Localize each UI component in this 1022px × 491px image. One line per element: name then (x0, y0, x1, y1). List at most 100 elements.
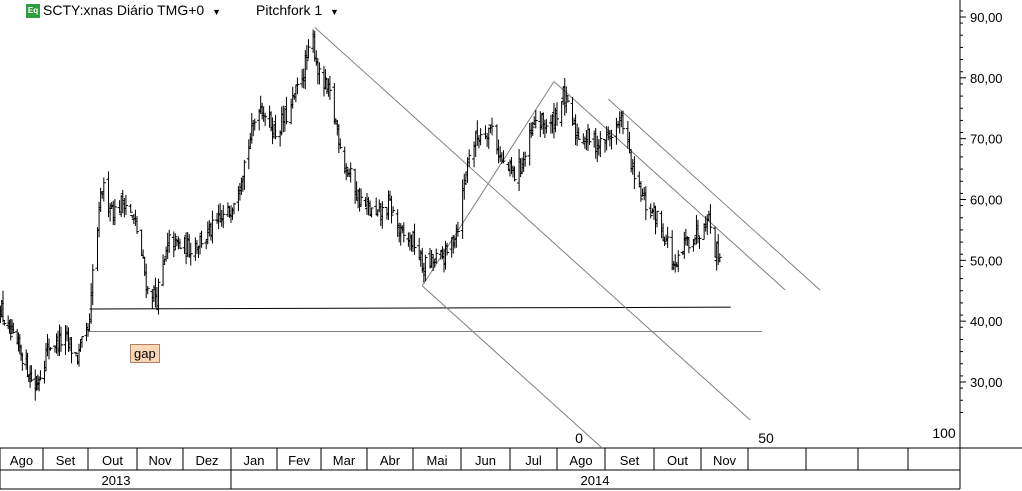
ohlc-bar (523, 151, 528, 167)
ohlc-bar (648, 203, 653, 219)
ohlc-bar (327, 75, 332, 100)
ohlc-bar (643, 186, 648, 221)
pitchfork-outer-line (607, 98, 821, 291)
ohlc-bar (389, 195, 394, 224)
ohlc-bar (252, 118, 257, 131)
x-month-label: Ago (10, 453, 33, 468)
ohlc-bar (565, 95, 570, 103)
ohlc-bar (391, 206, 396, 214)
ohlc-bar (609, 129, 614, 150)
ohlc-bar (225, 202, 230, 218)
ohlc-bar (620, 110, 625, 135)
symbol-title[interactable]: SCTY:xnas Diário TMG+0 ▼ (43, 2, 221, 18)
x-month-label: Jan (244, 453, 265, 468)
ohlc-bar (544, 119, 549, 134)
ohlc-bar (708, 204, 713, 234)
ohlc-bar (145, 286, 150, 295)
x-month-label: Ago (569, 453, 592, 468)
ohlc-bar (112, 199, 117, 226)
ohlc-bar (11, 322, 16, 334)
x-month-label: Abr (380, 453, 401, 468)
ohlc-bar (530, 121, 535, 136)
ohlc-bar (59, 326, 63, 352)
x-month-label: Nov (713, 453, 737, 468)
x-month-label: Out (102, 453, 123, 468)
ohlc-bar (221, 204, 226, 229)
x-month-label: Out (667, 453, 688, 468)
x-month-label: Jul (525, 453, 542, 468)
ohlc-bar (429, 249, 434, 268)
ohlc-bar (380, 201, 385, 229)
ohlc-bar (20, 352, 25, 371)
ohlc-bar (263, 112, 268, 127)
ohlc-bar (632, 156, 637, 189)
ohlc-bar (412, 223, 417, 255)
fork-label: 50 (758, 430, 774, 446)
ohlc-bars (0, 29, 722, 401)
ohlc-bar (171, 231, 176, 258)
ohlc-bar (501, 150, 506, 164)
ohlc-bar (48, 347, 53, 351)
ohlc-bar (467, 149, 472, 168)
y-tick-label: 70,00 (970, 132, 1003, 147)
symbol-text: SCTY:xnas Diário TMG+0 (43, 2, 205, 18)
x-month-label: Mar (333, 453, 356, 468)
y-tick-label: 40,00 (970, 314, 1003, 329)
fork-label: 100 (932, 425, 956, 441)
price-axis: 90,00 80,00 70,00 60,00 50,00 40,00 30,00 (959, 0, 1003, 448)
ohlc-bar (167, 229, 172, 253)
ohlc-bar (173, 233, 178, 250)
ohlc-bar (587, 128, 592, 146)
ohlc-bar (338, 138, 343, 150)
ohlc-bar (344, 163, 349, 181)
ohlc-bar (445, 242, 450, 256)
x-month-label: Jun (475, 453, 496, 468)
eq-badge-icon[interactable]: Eq (26, 4, 40, 18)
ohlc-bar (210, 210, 215, 244)
ohlc-bar (369, 207, 374, 218)
ohlc-bar (665, 226, 670, 249)
x-month-label: Set (56, 453, 76, 468)
gap-annotation[interactable]: gap (130, 344, 160, 363)
ohlc-bar (652, 202, 656, 220)
ohlc-bar (29, 365, 34, 383)
ohlc-bar (74, 351, 78, 355)
time-axis: Ago Set Out Nov Dez Jan Fev Mar Abr Mai Jun Jul Ago S… (0, 447, 1022, 490)
pitchfork-dropdown-icon[interactable]: ▼ (330, 7, 339, 17)
support-line (89, 306, 731, 310)
ohlc-bar (156, 278, 161, 315)
ohlc-bar (638, 181, 643, 202)
ohlc-bar (512, 166, 517, 182)
ohlc-bar (317, 62, 322, 85)
x-month-label: Nov (148, 453, 172, 468)
ohlc-bar (576, 127, 581, 140)
pitchfork-title[interactable]: Pitchfork 1 ▼ (256, 2, 339, 18)
y-tick-label: 30,00 (970, 375, 1003, 390)
symbol-dropdown-icon[interactable]: ▼ (212, 7, 221, 17)
ohlc-bar (401, 222, 406, 243)
fork-label: 0 (575, 430, 583, 446)
ohlc-bar (150, 289, 155, 309)
ohlc-bar (598, 131, 603, 158)
ohlc-bar (8, 319, 13, 341)
ohlc-bar (697, 236, 702, 249)
support-lines (89, 306, 762, 333)
ohlc-bar (273, 114, 278, 140)
ohlc-bar (199, 230, 204, 248)
pitchfork-text: Pitchfork 1 (256, 2, 323, 18)
x-year-label: 2014 (581, 473, 610, 488)
x-year-label: 2013 (102, 473, 131, 488)
ohlc-bar (284, 96, 289, 125)
ohlc-bar (135, 216, 139, 235)
y-tick-label: 50,00 (970, 253, 1003, 268)
ohlc-bar (705, 214, 710, 235)
ohlc-bar (676, 250, 681, 273)
ohlc-bar (128, 203, 133, 213)
pitchfork-upper-line (553, 81, 786, 291)
y-tick-label: 90,00 (970, 10, 1003, 25)
ohlc-bar (478, 128, 483, 146)
ohlc-bar (38, 370, 43, 381)
ohlc-bar (434, 248, 439, 264)
